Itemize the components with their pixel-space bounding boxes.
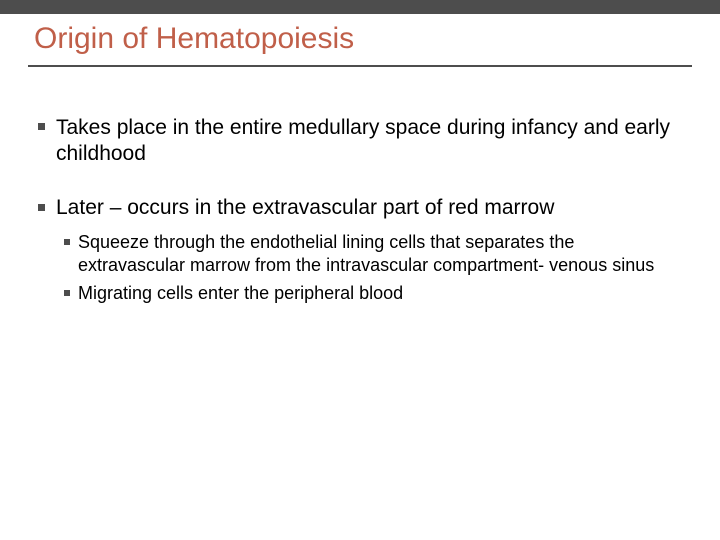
- list-item: Migrating cells enter the peripheral blo…: [56, 282, 682, 305]
- list-item: Takes place in the entire medullary spac…: [38, 115, 682, 168]
- bullet-list: Takes place in the entire medullary spac…: [38, 115, 682, 305]
- bullet-text: Migrating cells enter the peripheral blo…: [78, 283, 403, 303]
- bullet-text: Squeeze through the endothelial lining c…: [78, 232, 654, 275]
- slide: Origin of Hematopoiesis Takes place in t…: [0, 0, 720, 540]
- slide-title: Origin of Hematopoiesis: [0, 14, 720, 65]
- bullet-text: Later – occurs in the extravascular part…: [56, 196, 554, 219]
- list-item: Squeeze through the endothelial lining c…: [56, 231, 682, 276]
- top-bar: [0, 0, 720, 14]
- slide-body: Takes place in the entire medullary spac…: [0, 67, 720, 305]
- sub-bullet-list: Squeeze through the endothelial lining c…: [56, 231, 682, 305]
- list-item: Later – occurs in the extravascular part…: [38, 195, 682, 305]
- bullet-text: Takes place in the entire medullary spac…: [56, 116, 670, 165]
